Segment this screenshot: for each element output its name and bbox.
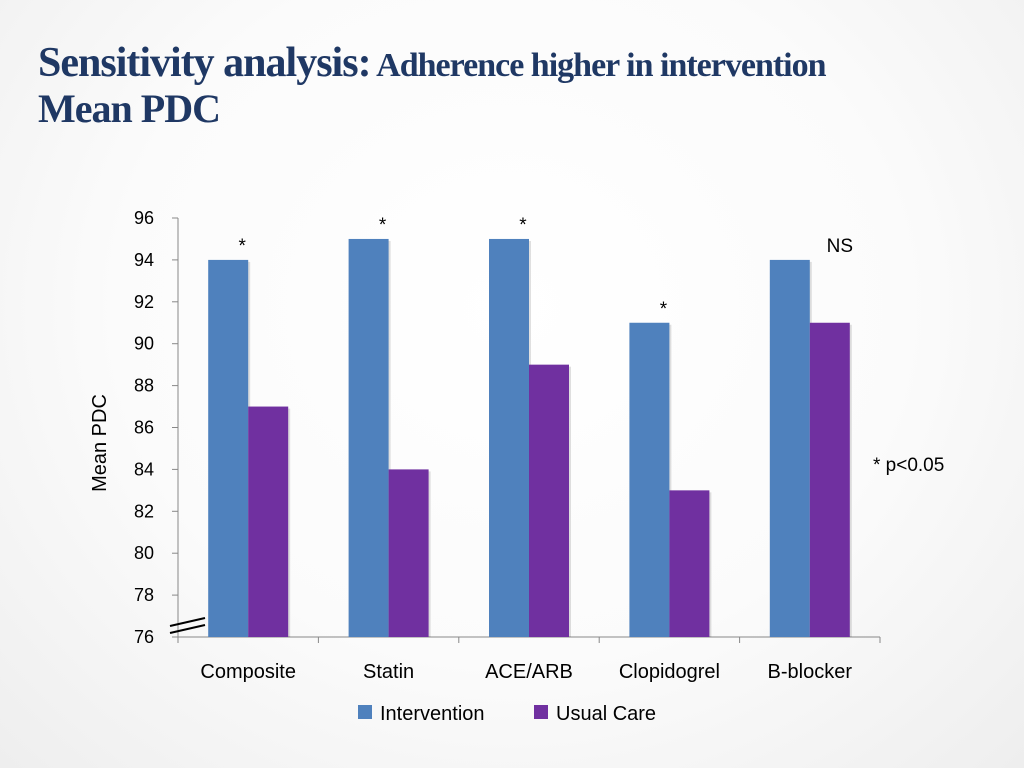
y-tick-label: 96	[134, 208, 154, 228]
title-line2: Mean PDC	[38, 86, 221, 132]
x-category-label: B-blocker	[768, 661, 853, 683]
bar-usual-care	[248, 406, 289, 637]
legend: Intervention Usual Care	[358, 703, 656, 725]
legend-swatch-intervention	[358, 705, 372, 719]
bar-intervention	[348, 238, 389, 637]
legend-label: Intervention	[380, 703, 485, 725]
x-category-label: Statin	[363, 661, 414, 683]
bar-usual-care	[388, 469, 429, 637]
bar-intervention	[489, 238, 529, 637]
significance-marker: *	[238, 236, 246, 257]
y-tick-label: 92	[134, 292, 154, 312]
significance-marker: *	[660, 299, 668, 320]
y-tick-label: 94	[134, 250, 154, 270]
significance-marker: *	[379, 215, 387, 236]
bar-usual-care	[809, 322, 850, 637]
title-sub: Adherence higher in intervention	[370, 47, 826, 84]
x-category-label: Composite	[200, 661, 296, 683]
axis-break-mark	[169, 617, 206, 627]
bars-layer	[208, 238, 852, 637]
labels-layer: 76 78 80 82 84 86 88 90 92 94 96 Composite * Statin * A…	[134, 208, 853, 683]
slide-title: Sensitivity analysis: Adherence higher i…	[38, 40, 1008, 132]
significance-marker: NS	[827, 236, 853, 257]
legend-swatch-usual-care	[534, 705, 548, 719]
bar-intervention	[769, 259, 810, 637]
significance-note: * p<0.05	[873, 455, 944, 476]
y-tick-label: 88	[134, 376, 154, 396]
y-tick-label: 76	[134, 627, 154, 647]
y-axis-title: Mean PDC	[89, 394, 111, 492]
bar-usual-care	[529, 364, 569, 637]
bar-usual-care	[669, 490, 710, 637]
y-tick-label: 86	[134, 418, 154, 438]
title-main: Sensitivity analysis:	[38, 40, 372, 86]
axis-break-mark	[169, 624, 206, 634]
y-tick-label: 78	[134, 585, 154, 605]
legend-label: Usual Care	[556, 703, 656, 725]
y-tick-label: 82	[134, 501, 154, 521]
bar-intervention	[208, 259, 249, 637]
y-tick-label: 80	[134, 543, 154, 563]
y-tick-label: 84	[134, 459, 154, 479]
significance-marker: *	[519, 215, 527, 236]
y-tick-label: 90	[134, 334, 154, 354]
x-category-label: Clopidogrel	[619, 661, 720, 683]
x-category-label: ACE/ARB	[485, 661, 573, 683]
bar-intervention	[629, 322, 670, 637]
